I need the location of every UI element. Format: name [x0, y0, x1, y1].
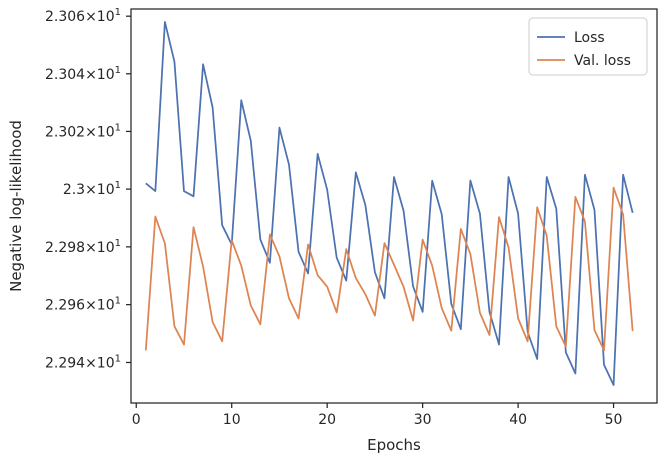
y-tick-label: 2.306×101 [45, 7, 121, 25]
x-axis-ticks: 0 10 20 30 40 50 [132, 403, 623, 428]
y-tick-label: 2.298×101 [45, 238, 121, 256]
x-axis-label: Epochs [367, 436, 421, 454]
x-tick-label: 40 [509, 412, 527, 428]
y-axis-ticks: 2.294×101 2.296×101 2.298×101 2.3×101 2.302×… [45, 7, 131, 371]
axes-frame [130, 8, 658, 404]
legend: Loss Val. loss [528, 17, 648, 76]
series-line-2 [144, 186, 634, 352]
y-axis-label: Negative log-likelihood [7, 120, 25, 292]
x-tick-label: 30 [414, 412, 432, 428]
x-tick-label: 0 [132, 412, 141, 428]
plot-area [144, 21, 634, 386]
x-tick-label: 20 [318, 412, 336, 428]
y-tick-label: 2.304×101 [45, 65, 121, 83]
legend-label-2: Val. loss [574, 53, 631, 69]
x-tick-label: 50 [605, 412, 623, 428]
x-tick-label: 10 [223, 412, 241, 428]
y-tick-label: 2.3×101 [63, 180, 121, 198]
y-tick-label: 2.294×101 [45, 353, 121, 371]
y-tick-label: 2.302×101 [45, 122, 121, 140]
series-line-1 [145, 21, 634, 386]
y-tick-label: 2.296×101 [45, 296, 121, 314]
legend-label-1: Loss [574, 30, 605, 46]
